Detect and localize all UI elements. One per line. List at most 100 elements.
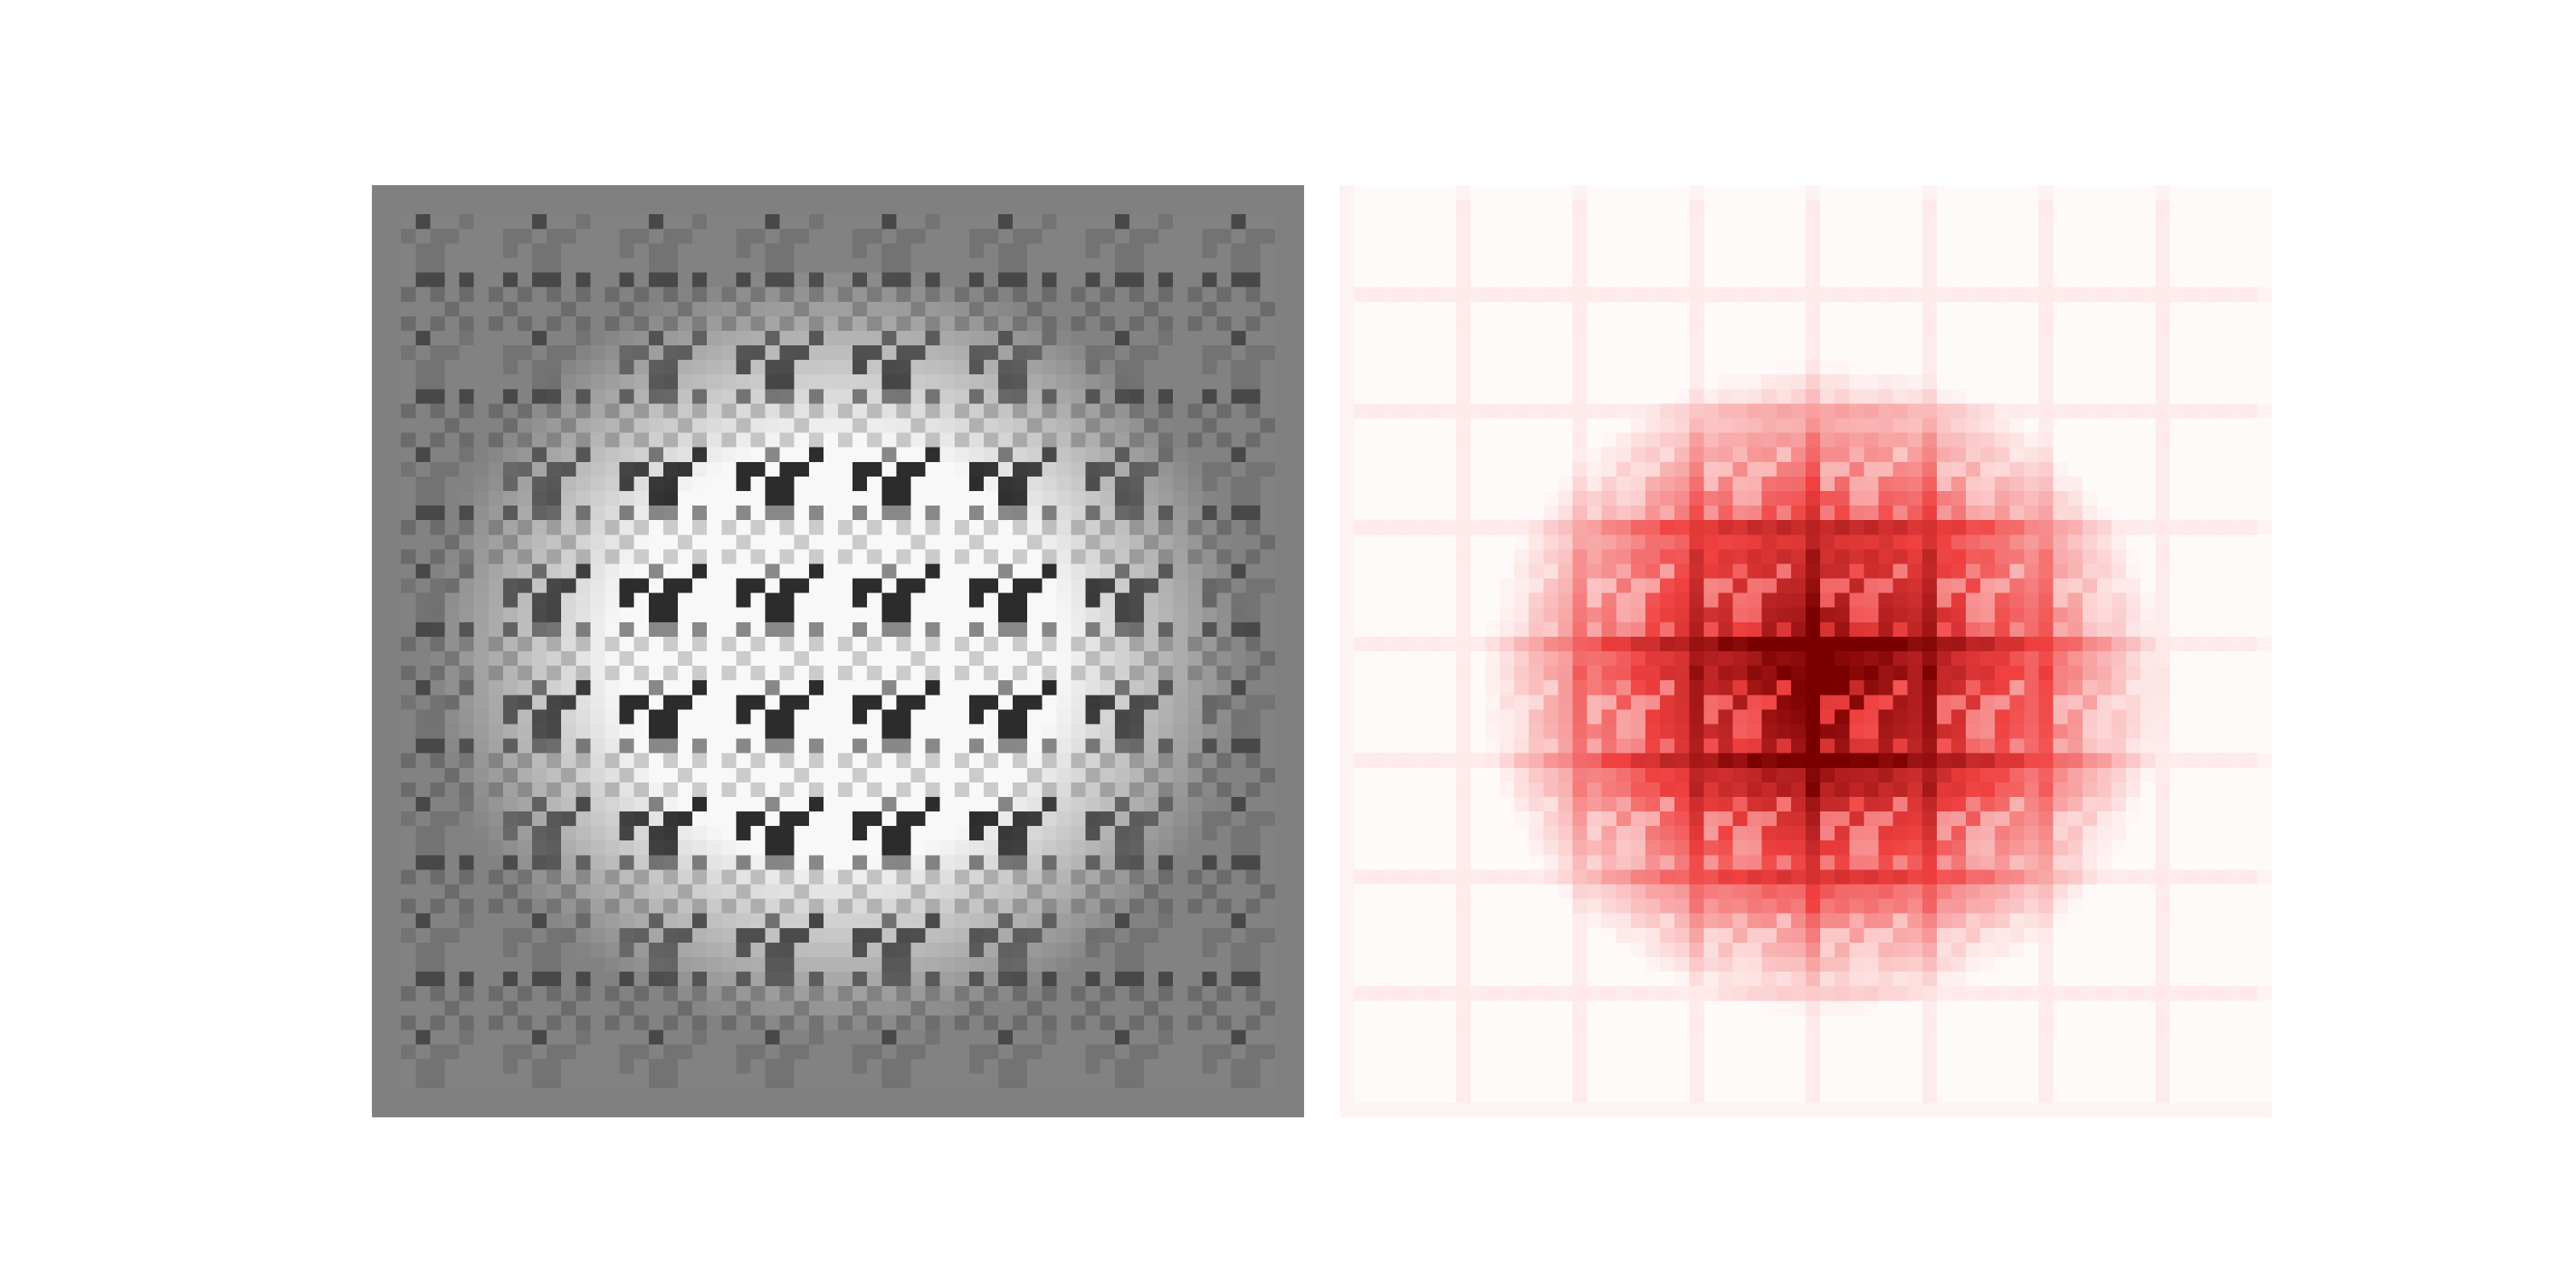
gray-pixel — [1260, 461, 1276, 477]
gray-pixel — [1114, 345, 1130, 361]
gray-pixel — [736, 316, 751, 332]
gray-pixel — [1013, 258, 1028, 273]
gray-pixel — [896, 403, 911, 419]
gray-pixel — [823, 855, 839, 870]
gray-pixel — [707, 1044, 722, 1059]
gray-pixel — [561, 258, 576, 273]
red-pixel — [1397, 243, 1413, 258]
gray-pixel — [532, 1102, 547, 1117]
gray-pixel — [1187, 389, 1203, 404]
gray-pixel — [561, 651, 576, 667]
gray-pixel — [1042, 506, 1057, 521]
gray-pixel — [1158, 258, 1174, 273]
gray-pixel — [1100, 927, 1116, 943]
gray-pixel — [779, 956, 795, 972]
gray-pixel — [1027, 636, 1042, 652]
gray-pixel — [415, 1015, 431, 1030]
gray-pixel — [1260, 360, 1276, 375]
gray-pixel — [1085, 578, 1101, 593]
gray-pixel — [1027, 651, 1042, 667]
gray-pixel — [1231, 272, 1246, 288]
red-pixel — [1907, 185, 1923, 200]
gray-pixel — [1216, 330, 1232, 346]
gray-pixel — [692, 680, 708, 696]
gray-pixel — [561, 360, 576, 375]
gray-pixel — [852, 432, 868, 448]
gray-pixel — [1114, 301, 1130, 317]
gray-pixel — [1187, 200, 1203, 215]
gray-pixel — [896, 1088, 911, 1104]
red-pixel — [1354, 360, 1369, 375]
gray-pixel — [1013, 243, 1028, 258]
gray-pixel — [1173, 272, 1188, 288]
red-pixel — [1558, 301, 1573, 317]
gray-pixel — [1231, 1015, 1246, 1030]
red-pixel — [2242, 316, 2258, 332]
red-pixel — [2082, 200, 2098, 215]
gray-pixel — [576, 869, 591, 885]
gray-pixel — [619, 345, 635, 361]
gray-pixel — [1100, 986, 1116, 1001]
gray-pixel — [1085, 214, 1101, 229]
red-pixel — [2242, 301, 2258, 317]
gray-pixel — [998, 767, 1013, 783]
red-pixel — [1951, 200, 1967, 215]
gray-pixel — [444, 869, 460, 885]
gray-pixel — [648, 200, 664, 215]
gray-pixel — [823, 1059, 839, 1075]
gray-pixel — [502, 1030, 518, 1045]
gray-pixel — [1173, 986, 1188, 1001]
gray-pixel — [1216, 869, 1232, 885]
gray-pixel — [547, 884, 562, 899]
gray-pixel — [881, 855, 897, 870]
red-pixel — [1441, 258, 1457, 273]
gray-pixel — [648, 1030, 664, 1045]
gray-pixel — [502, 535, 518, 550]
gray-pixel — [867, 724, 882, 739]
gray-pixel — [590, 578, 605, 593]
gray-pixel — [998, 549, 1013, 564]
red-pixel — [1922, 374, 1938, 390]
gray-pixel — [721, 520, 737, 535]
red-pixel — [1864, 316, 1879, 332]
red-pixel — [1703, 330, 1719, 346]
red-pixel — [2213, 214, 2229, 229]
gray-pixel — [1216, 636, 1232, 652]
gray-pixel — [968, 287, 985, 303]
gray-pixel — [1129, 796, 1145, 812]
gray-pixel — [881, 986, 897, 1001]
gray-pixel — [1013, 855, 1028, 870]
gray-pixel — [386, 607, 402, 623]
gray-pixel — [1114, 374, 1130, 390]
gray-pixel — [415, 811, 431, 827]
gray-pixel — [590, 636, 605, 652]
red-pixel — [1878, 360, 1893, 375]
red-pixel — [1907, 330, 1923, 346]
gray-pixel — [1100, 316, 1116, 332]
gray-pixel — [1187, 651, 1203, 667]
red-pixel — [2213, 316, 2229, 332]
gray-pixel — [1042, 840, 1057, 856]
gray-pixel — [1027, 753, 1042, 769]
gray-pixel — [925, 520, 941, 535]
gray-pixel — [954, 738, 970, 754]
red-pixel — [2198, 214, 2214, 229]
gray-pixel — [750, 490, 766, 506]
gray-pixel — [488, 549, 504, 564]
gray-pixel — [867, 578, 882, 593]
gray-pixel — [547, 432, 562, 448]
gray-pixel — [1274, 913, 1290, 929]
gray-pixel — [517, 913, 533, 929]
gray-pixel — [838, 738, 853, 754]
gray-pixel — [867, 461, 882, 477]
gray-pixel — [1027, 432, 1042, 448]
gray-pixel — [634, 1015, 650, 1030]
gray-pixel — [1245, 229, 1261, 244]
gray-pixel — [692, 374, 708, 390]
gray-pixel — [954, 578, 970, 593]
gray-pixel — [1042, 738, 1057, 754]
gray-pixel — [1289, 724, 1304, 739]
gray-pixel — [1100, 869, 1116, 885]
gray-pixel — [473, 942, 489, 958]
gray-pixel — [881, 666, 897, 681]
